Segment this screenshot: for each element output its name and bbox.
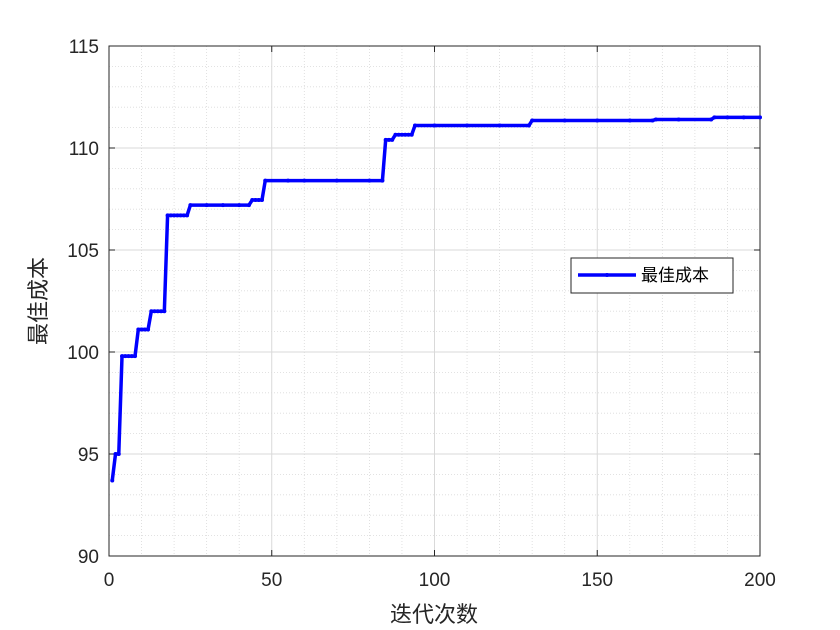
data-point xyxy=(146,327,151,332)
y-tick-label: 110 xyxy=(69,139,99,160)
data-point xyxy=(403,132,408,137)
data-point xyxy=(253,198,258,203)
data-point xyxy=(129,354,134,359)
data-point xyxy=(113,452,118,456)
data-point xyxy=(530,118,535,123)
legend: 最佳成本 xyxy=(570,257,734,294)
data-point xyxy=(263,178,268,183)
data-point xyxy=(259,198,264,203)
data-point xyxy=(334,178,339,183)
data-point xyxy=(178,213,183,218)
data-point xyxy=(383,137,388,142)
legend-marker xyxy=(605,273,609,277)
data-point xyxy=(155,309,160,314)
y-axis-label: 最佳成本 xyxy=(27,257,52,345)
data-point xyxy=(181,213,186,218)
data-point xyxy=(650,118,655,123)
x-tick-label: 100 xyxy=(419,570,451,591)
data-point xyxy=(116,452,121,456)
data-point xyxy=(149,309,154,314)
data-point xyxy=(526,123,531,128)
data-point xyxy=(386,137,391,142)
data-point xyxy=(390,137,395,142)
minor-grid xyxy=(109,46,760,556)
data-point xyxy=(168,213,173,218)
data-point xyxy=(250,198,255,203)
data-point xyxy=(595,118,600,123)
data-point xyxy=(286,178,291,183)
data-point xyxy=(741,115,746,120)
data-point xyxy=(162,309,167,314)
data-point xyxy=(497,123,502,128)
x-tick-label: 0 xyxy=(104,570,115,591)
y-tick-label: 105 xyxy=(67,241,99,262)
data-point xyxy=(465,123,470,128)
data-point xyxy=(152,309,157,314)
data-point xyxy=(188,203,193,208)
data-point xyxy=(142,327,147,332)
data-point xyxy=(709,117,714,122)
x-tick-labels: 0 50 100 150 200 xyxy=(104,570,776,591)
data-point xyxy=(220,203,225,208)
data-point xyxy=(110,478,115,483)
y-tick-labels: 90 95 100 105 110 115 xyxy=(67,37,99,568)
data-point xyxy=(120,354,125,359)
tick-marks xyxy=(108,45,761,557)
data-point xyxy=(159,309,164,314)
data-point xyxy=(712,115,717,120)
x-tick-label: 150 xyxy=(581,570,613,591)
data-point xyxy=(380,178,385,183)
data-point xyxy=(126,354,131,359)
data-point xyxy=(627,118,632,123)
data-point xyxy=(136,327,141,332)
data-point xyxy=(409,132,414,137)
data-point xyxy=(725,115,730,120)
data-point xyxy=(139,327,144,332)
data-point xyxy=(406,132,411,137)
data-point xyxy=(165,213,170,218)
data-point xyxy=(237,203,242,208)
x-axis-label: 迭代次数 xyxy=(390,603,478,628)
data-point xyxy=(367,178,372,183)
data-point xyxy=(123,354,128,359)
data-point xyxy=(185,213,190,218)
y-tick-label: 90 xyxy=(78,547,99,568)
y-tick-label: 115 xyxy=(69,37,99,58)
data-point xyxy=(432,123,437,128)
data-point xyxy=(562,118,567,123)
data-point xyxy=(246,203,251,208)
y-tick-label: 95 xyxy=(78,445,99,466)
x-tick-label: 50 xyxy=(261,570,282,591)
data-point xyxy=(204,203,209,208)
data-point xyxy=(256,198,261,203)
data-point xyxy=(399,132,404,137)
data-point xyxy=(412,123,417,128)
y-tick-label: 100 xyxy=(67,343,99,364)
series-layer xyxy=(110,115,762,483)
data-point xyxy=(653,117,658,122)
x-tick-label: 200 xyxy=(744,570,776,591)
legend-label: 最佳成本 xyxy=(641,266,709,286)
data-point xyxy=(676,117,681,122)
data-point xyxy=(396,132,401,137)
data-point xyxy=(172,213,177,218)
data-point xyxy=(302,178,307,183)
data-point xyxy=(175,213,180,218)
data-point xyxy=(758,115,762,120)
data-point xyxy=(133,354,138,359)
data-point xyxy=(393,132,398,137)
